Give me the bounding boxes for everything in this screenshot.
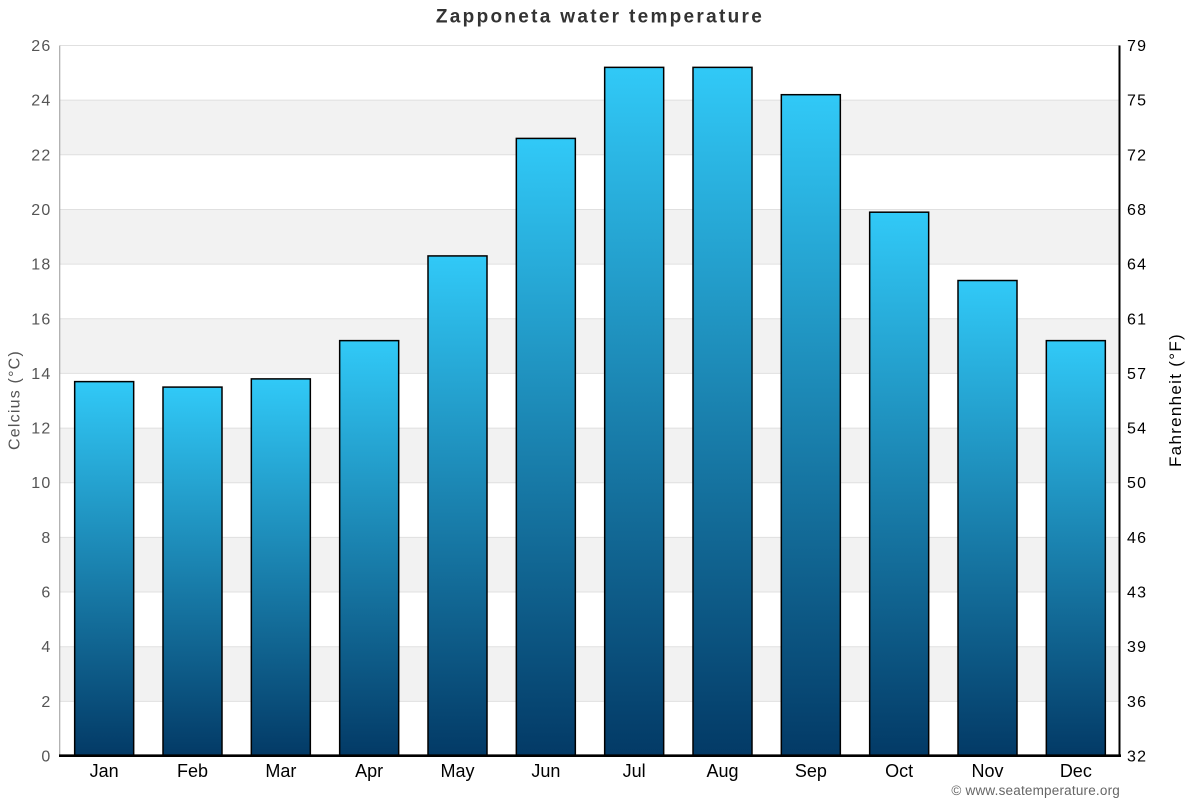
- svg-text:0: 0: [41, 749, 51, 766]
- svg-text:54: 54: [1127, 421, 1147, 438]
- svg-text:Celcius (°C): Celcius (°C): [7, 350, 24, 450]
- svg-text:Oct: Oct: [885, 761, 913, 781]
- svg-text:Mar: Mar: [265, 761, 296, 781]
- svg-text:43: 43: [1127, 585, 1147, 602]
- svg-text:39: 39: [1127, 639, 1147, 656]
- svg-text:8: 8: [41, 530, 51, 547]
- svg-text:Zapponeta water temperature: Zapponeta water temperature: [436, 7, 764, 28]
- svg-text:4: 4: [41, 639, 51, 656]
- svg-text:© www.seatemperature.org: © www.seatemperature.org: [951, 783, 1120, 798]
- svg-text:May: May: [440, 761, 474, 781]
- svg-text:Jun: Jun: [531, 761, 560, 781]
- svg-text:14: 14: [31, 366, 51, 383]
- svg-text:6: 6: [41, 585, 51, 602]
- svg-text:Feb: Feb: [177, 761, 208, 781]
- svg-text:Fahrenheit (°F): Fahrenheit (°F): [1166, 333, 1185, 467]
- svg-text:Aug: Aug: [706, 761, 738, 781]
- svg-text:57: 57: [1127, 366, 1147, 383]
- svg-text:16: 16: [31, 311, 51, 328]
- svg-text:12: 12: [31, 421, 51, 438]
- svg-text:Dec: Dec: [1060, 761, 1092, 781]
- svg-text:32: 32: [1127, 749, 1147, 766]
- svg-text:18: 18: [31, 257, 51, 274]
- svg-text:75: 75: [1127, 93, 1147, 110]
- svg-text:50: 50: [1127, 475, 1147, 492]
- svg-text:72: 72: [1127, 147, 1147, 164]
- svg-text:79: 79: [1127, 38, 1147, 55]
- svg-text:22: 22: [31, 147, 51, 164]
- svg-text:36: 36: [1127, 694, 1147, 711]
- svg-text:26: 26: [31, 38, 51, 55]
- svg-text:Sep: Sep: [795, 761, 827, 781]
- svg-text:Jan: Jan: [90, 761, 119, 781]
- svg-text:46: 46: [1127, 530, 1147, 547]
- svg-text:Jul: Jul: [623, 761, 646, 781]
- svg-text:Nov: Nov: [971, 761, 1003, 781]
- svg-text:61: 61: [1127, 311, 1147, 328]
- svg-text:64: 64: [1127, 257, 1147, 274]
- svg-text:20: 20: [31, 202, 51, 219]
- svg-text:24: 24: [31, 93, 51, 110]
- svg-text:2: 2: [41, 694, 51, 711]
- svg-text:68: 68: [1127, 202, 1147, 219]
- svg-text:Apr: Apr: [355, 761, 383, 781]
- svg-text:10: 10: [31, 475, 51, 492]
